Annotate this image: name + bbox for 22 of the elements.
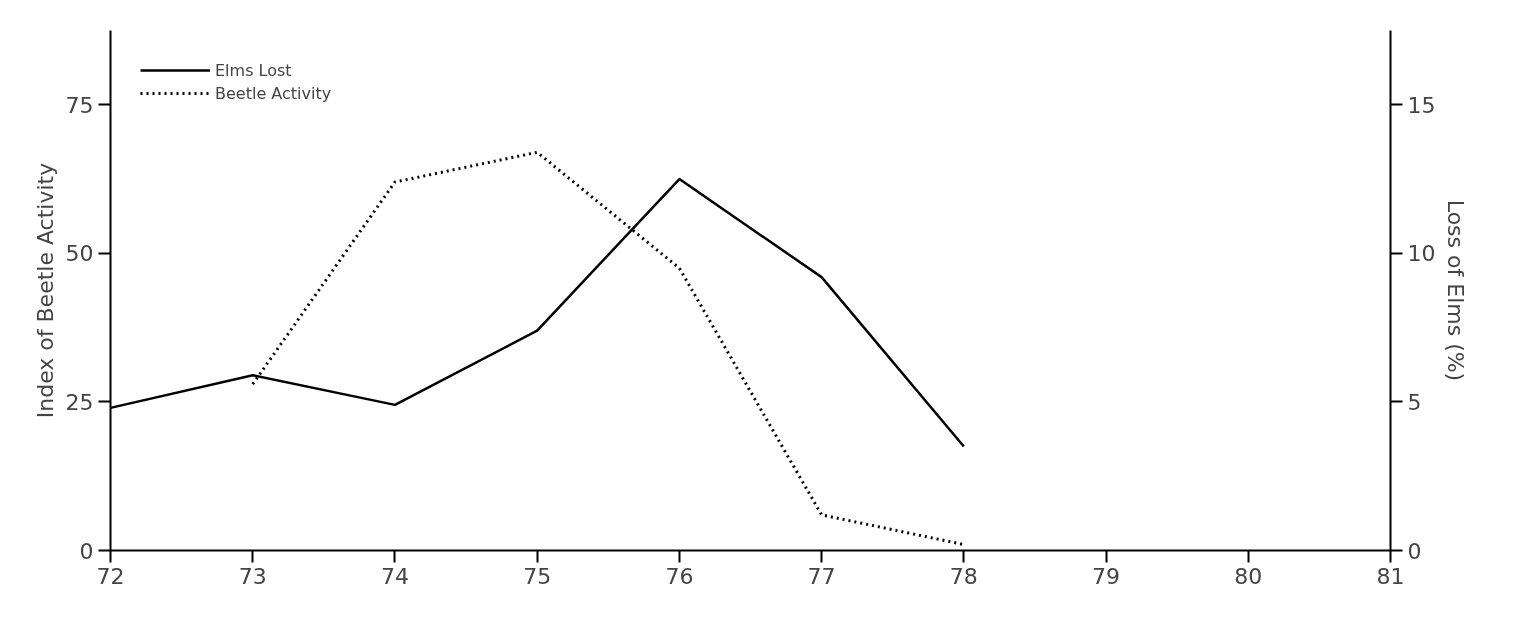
x-tick-label: 78	[949, 563, 978, 589]
legend-label: Elms Lost	[215, 60, 292, 80]
x-tick-label: 80	[1234, 563, 1263, 589]
y-tick-label: 25	[65, 389, 94, 415]
y2-tick-label: 15	[1407, 92, 1436, 118]
y2-tick-label: 0	[1407, 538, 1422, 564]
legend-label: Beetle Activity	[215, 83, 332, 103]
y2-tick-label: 5	[1407, 389, 1422, 415]
x-tick-label: 72	[96, 563, 125, 589]
x-tick-label: 79	[1092, 563, 1121, 589]
x-tick-label: 73	[238, 563, 267, 589]
y2-tick-label: 10	[1407, 241, 1436, 267]
x-tick-label: 77	[807, 563, 836, 589]
x-tick-label: 75	[523, 563, 552, 589]
x-tick-label: 81	[1376, 563, 1405, 589]
x-tick-label: 74	[380, 563, 409, 589]
y2-axis-title: Loss of Elms (%)	[1443, 199, 1469, 382]
x-tick-label: 76	[665, 563, 694, 589]
y-tick-label: 75	[65, 92, 94, 118]
y-axis-title: Index of Beetle Activity	[32, 162, 58, 419]
y-tick-label: 50	[65, 241, 94, 267]
y-tick-label: 0	[79, 538, 94, 564]
